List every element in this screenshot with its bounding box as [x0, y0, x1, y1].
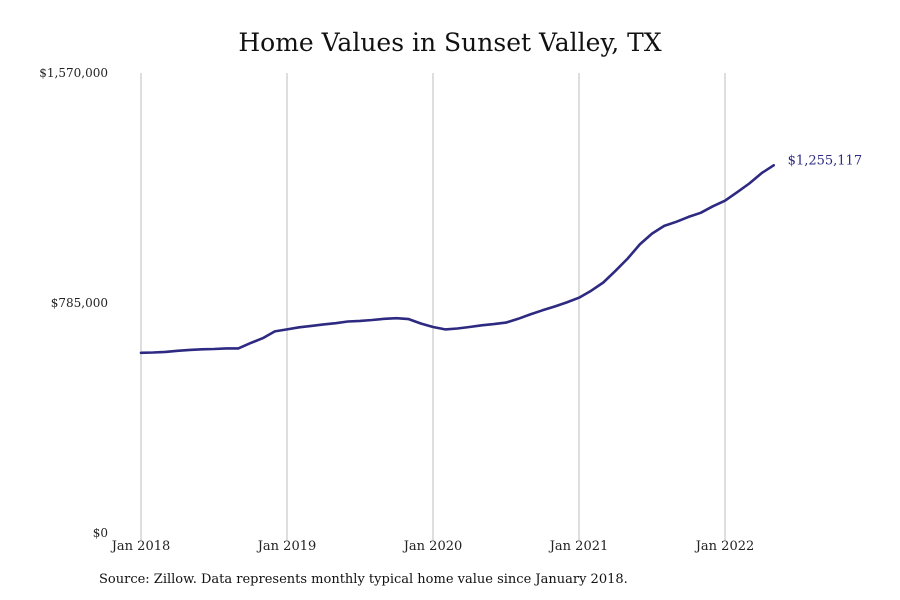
y-tick-label: $0 [93, 526, 108, 540]
home-value-line [139, 164, 775, 355]
y-axis-ticks: $0 $785,000 $1,570,000 [39, 66, 108, 540]
end-value-label: $1,255,117 [788, 153, 862, 168]
x-tick-label: Jan 2020 [402, 539, 463, 554]
chart-title: Home Values in Sunset Valley, TX [238, 28, 662, 57]
y-tick-label: $785,000 [51, 296, 108, 310]
source-footnote: Source: Zillow. Data represents monthly … [99, 572, 628, 587]
gridlines [140, 73, 726, 540]
y-tick-label: $1,570,000 [39, 66, 108, 80]
x-tick-label: Jan 2019 [256, 539, 317, 554]
x-tick-label: Jan 2018 [110, 539, 171, 554]
x-tick-label: Jan 2021 [548, 539, 609, 554]
x-axis-ticks: Jan 2018 Jan 2019 Jan 2020 Jan 2021 Jan 2022 [110, 539, 755, 554]
x-tick-label: Jan 2022 [694, 539, 755, 554]
